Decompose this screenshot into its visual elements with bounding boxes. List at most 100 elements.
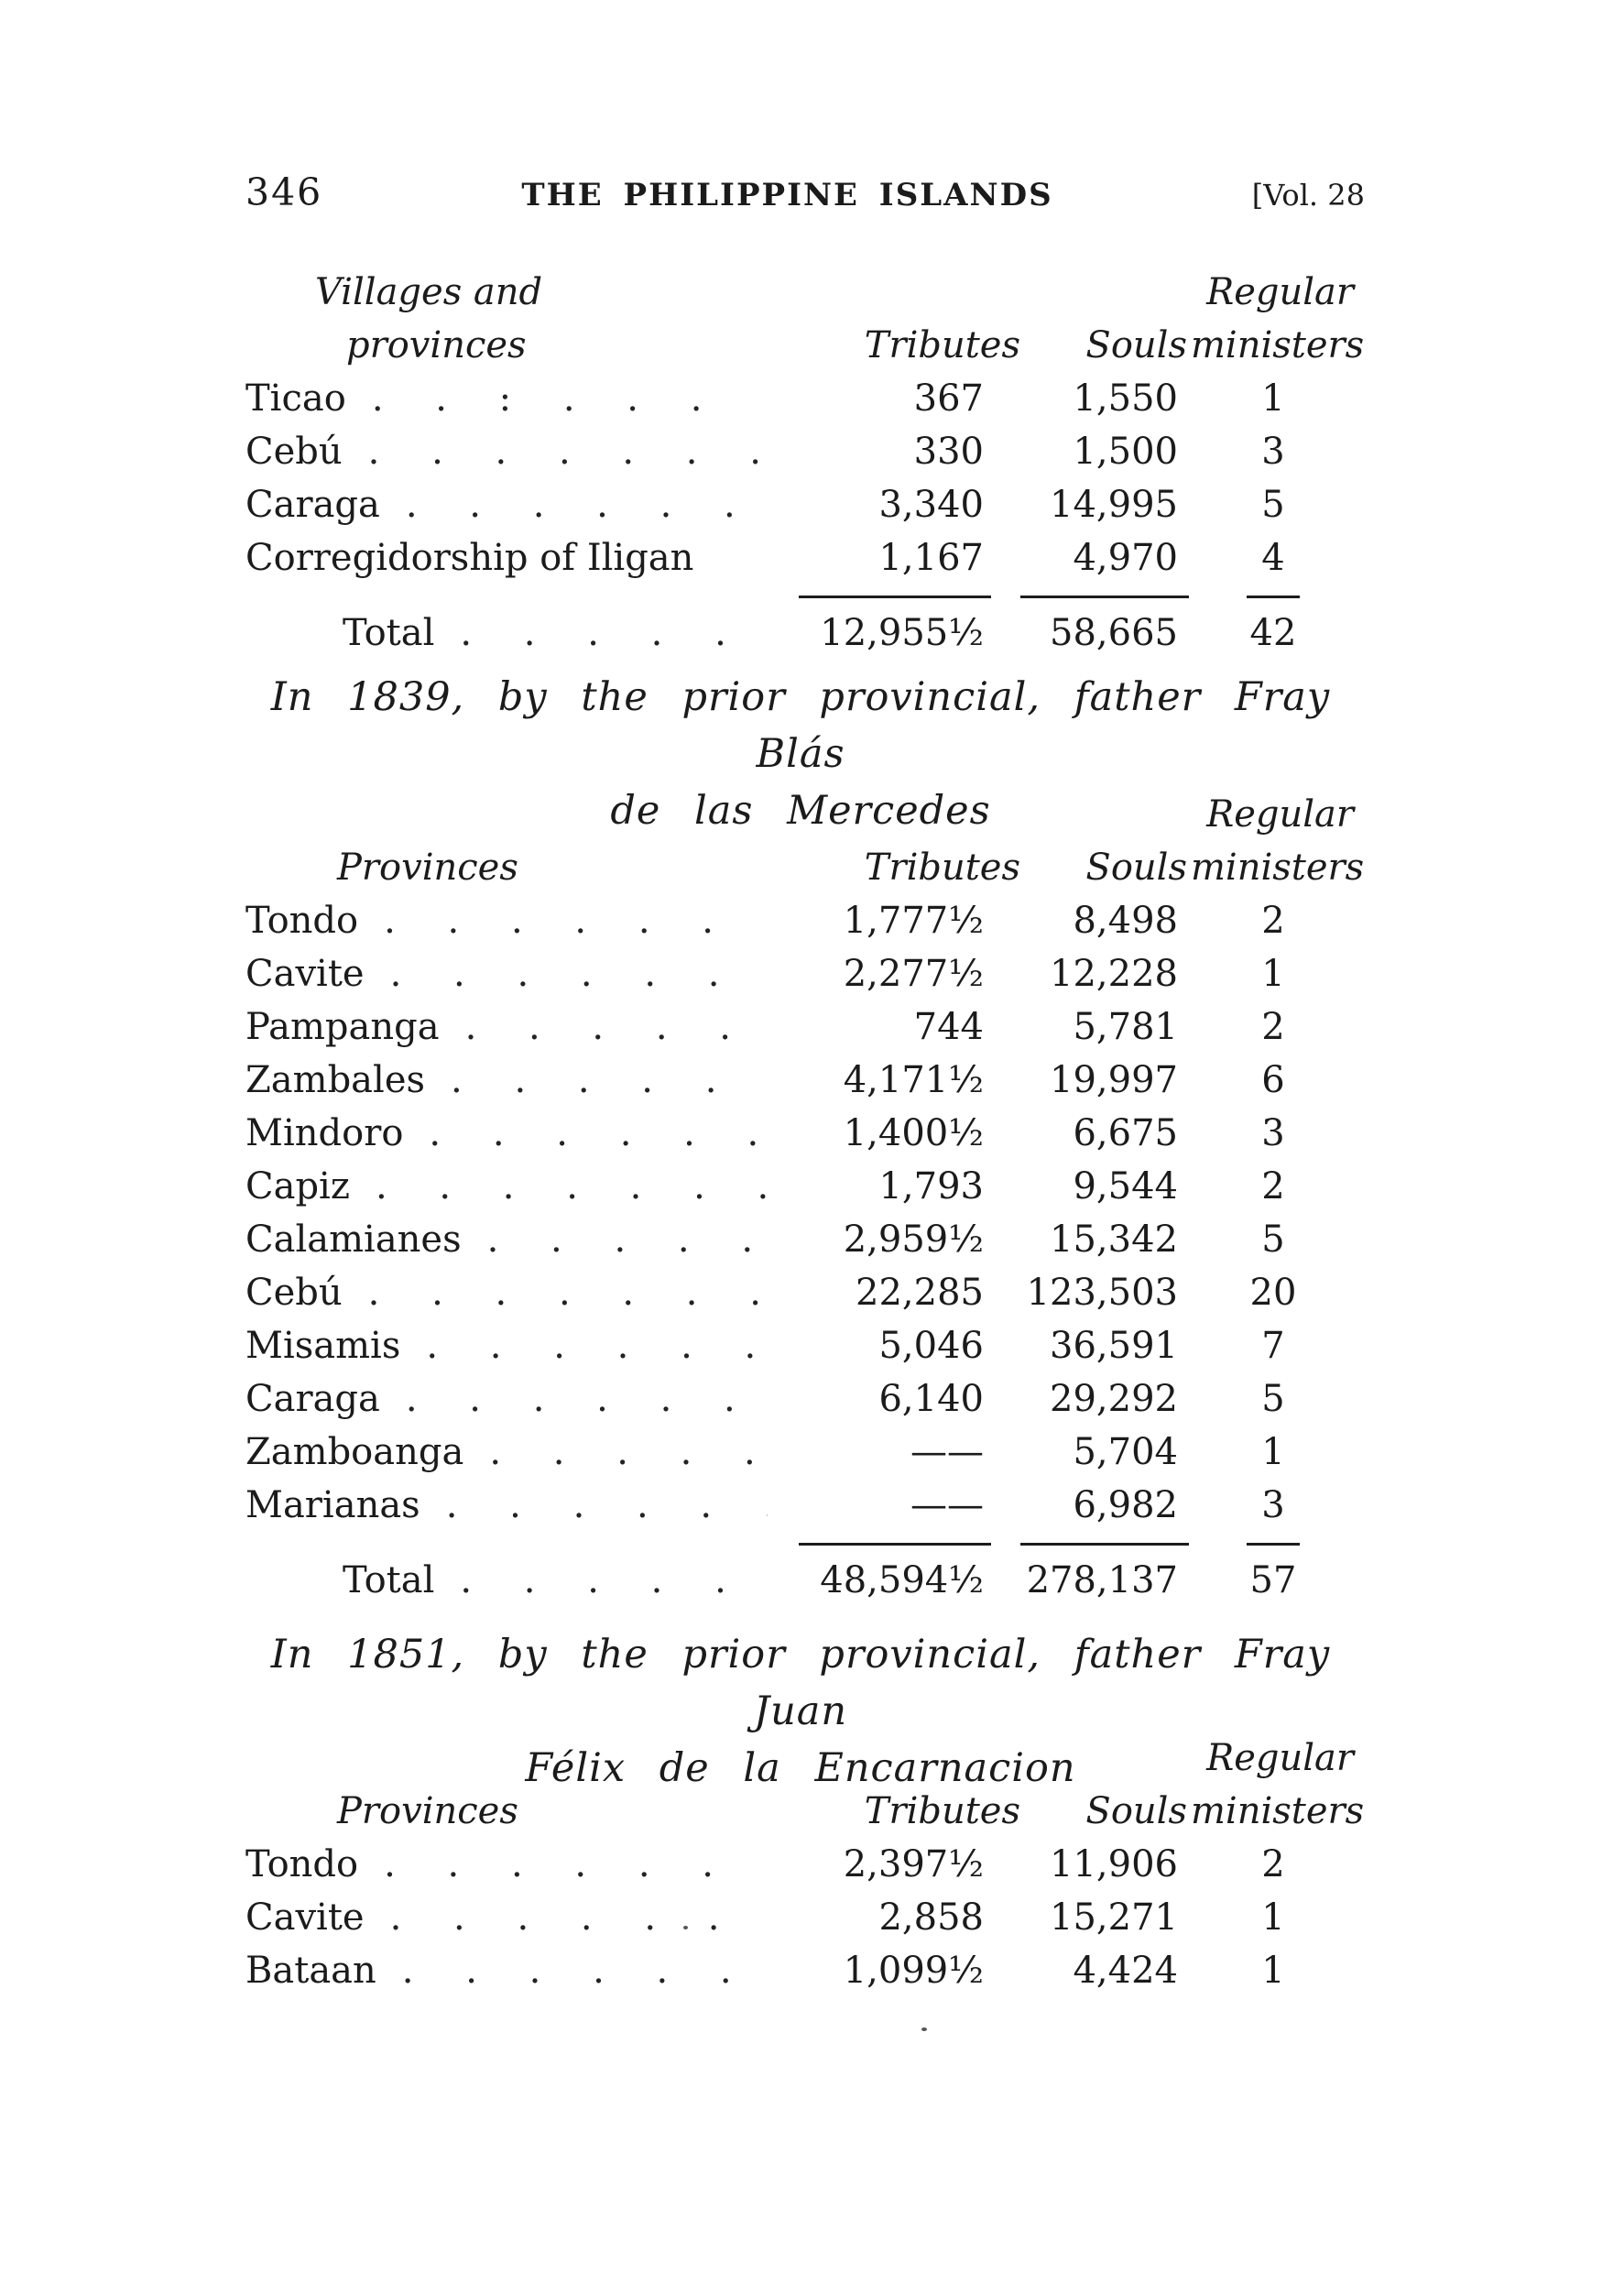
- volume-label: [Vol. 28: [1251, 178, 1365, 213]
- table-header-line2: Provinces Tributes Souls ministers: [245, 841, 1365, 894]
- column-header-ministers: ministers: [1191, 847, 1365, 889]
- column-header-provinces: Provinces: [337, 1790, 518, 1832]
- province-name: Pampanga: [245, 1006, 440, 1048]
- province-name: Zamboanga: [245, 1431, 464, 1473]
- leader-dots: . . . . . . .: [375, 1165, 768, 1208]
- leader-dots: . . . . . . .: [384, 1843, 768, 1885]
- heading-line: Félix de la Encarnacion: [525, 1745, 1076, 1791]
- column-header-villages-and: Villages and: [315, 271, 543, 313]
- souls-value: 9,544: [1073, 1165, 1178, 1208]
- total-rule: [1247, 596, 1300, 598]
- souls-value: 36,591: [1050, 1325, 1178, 1367]
- table-row: Marianas . . . . . . —— 6,982 3: [245, 1479, 1356, 1532]
- province-name: Bataan: [245, 1950, 376, 1992]
- ministers-value: 3: [1261, 1484, 1285, 1526]
- province-name: Calamianes: [245, 1218, 462, 1261]
- ministers-value: 1: [1261, 1896, 1285, 1939]
- province-name: Cavite: [245, 953, 365, 995]
- table-row: Zambales . . . . . . 4,171½ 19,997 6: [245, 1054, 1356, 1107]
- leader-dots: . . . . . . . .: [367, 1272, 768, 1314]
- leader-dots: . . . . . . .: [405, 484, 768, 526]
- heading-line: In 1851, by the prior provincial, father…: [270, 1632, 1331, 1734]
- province-name: Misamis: [245, 1325, 401, 1367]
- ministers-value: 3: [1261, 1112, 1285, 1154]
- table-header-line2: Provinces Tributes Souls ministers: [245, 1785, 1364, 1838]
- running-title: THE PHILIPPINE ISLANDS: [521, 177, 1053, 213]
- leader-dots: . . . . .: [486, 1218, 768, 1261]
- leader-dots: . . . . . . .: [426, 1325, 768, 1367]
- total-rule: [1020, 1543, 1189, 1546]
- ministers-value: 2: [1261, 1165, 1285, 1208]
- table-row: Calamianes . . . . . 2,959½ 15,342 5: [245, 1213, 1356, 1266]
- running-head: 346 THE PHILIPPINE ISLANDS [Vol. 28: [245, 170, 1365, 214]
- table-row: Zamboanga . . . . . —— 5,704 1: [245, 1426, 1356, 1479]
- total-rule-row: [245, 1532, 1356, 1554]
- province-name: Corregidorship of Iligan: [245, 537, 694, 579]
- souls-value: 123,503: [1026, 1272, 1178, 1314]
- souls-value: 4,424: [1073, 1950, 1178, 1992]
- souls-value: 6,982: [1073, 1484, 1178, 1526]
- ministers-value: 2: [1261, 1843, 1285, 1885]
- tributes-value: 2,959½: [843, 1218, 984, 1261]
- leader-dots: . . . . . .: [464, 1006, 768, 1048]
- table-row: Corregidorship of Iligan 1,167 4,970 4: [245, 531, 1356, 585]
- souls-value: 15,342: [1050, 1218, 1178, 1261]
- column-header-provinces: Provinces: [337, 847, 518, 889]
- table-row: Bataan . . . . . . . 1,099½ 4,424 1: [245, 1944, 1356, 1997]
- ministers-value: 2: [1261, 900, 1285, 942]
- souls-value: 15,271: [1050, 1896, 1178, 1939]
- province-name: Cavite: [245, 1896, 365, 1939]
- souls-value: 29,292: [1050, 1378, 1178, 1420]
- leader-dots: . . . . . . .: [389, 1896, 768, 1939]
- souls-value: 14,995: [1050, 484, 1178, 526]
- leader-dots: . . . . . . .: [401, 1950, 768, 1992]
- leader-dots: . . . . . .: [451, 1059, 768, 1101]
- souls-total: 58,665: [1050, 612, 1178, 654]
- tributes-total: 12,955½: [820, 612, 984, 654]
- table-row: Caraga . . . . . . . 3,340 14,995 5: [245, 478, 1356, 531]
- souls-value: 1,550: [1073, 377, 1178, 420]
- column-header-tributes: Tributes: [864, 1790, 1020, 1832]
- ministers-value: 5: [1261, 484, 1285, 526]
- ink-speck: [921, 2027, 927, 2031]
- leader-dots: . . . . . .: [445, 1484, 768, 1526]
- table-header-line1: Villages and Regular: [245, 266, 1356, 319]
- table-1851: Regular Provinces Tributes Souls ministe…: [245, 1732, 1364, 1997]
- table-row: Capiz . . . . . . . 1,793 9,544 2: [245, 1160, 1356, 1213]
- souls-total: 278,137: [1026, 1559, 1178, 1601]
- ministers-value: 1: [1261, 953, 1285, 995]
- table-row: Misamis . . . . . . . 5,046 36,591 7: [245, 1319, 1356, 1372]
- province-name: Marianas: [245, 1484, 420, 1526]
- total-rule: [799, 1543, 991, 1546]
- tributes-value: 330: [913, 431, 984, 473]
- total-label: Total: [343, 612, 435, 654]
- ministers-total: 42: [1249, 612, 1297, 654]
- table-row: Mindoro . . . . . . 1,400½ 6,675 3: [245, 1107, 1356, 1160]
- ministers-value: 6: [1261, 1059, 1285, 1101]
- table-row: Ticao . . : . . . 367 1,550 1: [245, 372, 1356, 425]
- ministers-value: 1: [1261, 1950, 1285, 1992]
- column-header-provinces: provinces: [346, 324, 527, 366]
- ministers-value: 5: [1261, 1378, 1285, 1420]
- leader-dots: . . . . . . .: [405, 1378, 768, 1420]
- column-header-souls: Souls: [1085, 847, 1187, 889]
- province-name: Ticao: [245, 377, 346, 420]
- column-header-tributes: Tributes: [864, 847, 1020, 889]
- ministers-value: 1: [1261, 1431, 1285, 1473]
- table-villages-and-provinces: Villages and Regular provinces Tributes …: [245, 266, 1364, 660]
- leader-dots: . . . . . . .: [460, 612, 768, 654]
- leader-dots: . . . . .: [489, 1431, 768, 1473]
- tributes-value: ——: [910, 1484, 984, 1526]
- total-rule: [799, 596, 991, 598]
- total-rule: [1247, 1543, 1300, 1546]
- tributes-total: 48,594½: [820, 1559, 984, 1601]
- ministers-value: 3: [1261, 431, 1285, 473]
- total-label: Total: [343, 1559, 435, 1601]
- tributes-value: 367: [913, 377, 984, 420]
- souls-value: 8,498: [1073, 900, 1178, 942]
- column-header-souls: Souls: [1085, 1790, 1187, 1832]
- province-name: Caraga: [245, 484, 380, 526]
- tributes-value: 1,793: [878, 1165, 984, 1208]
- total-rule: [1020, 596, 1189, 598]
- column-header-tributes: Tributes: [864, 324, 1020, 366]
